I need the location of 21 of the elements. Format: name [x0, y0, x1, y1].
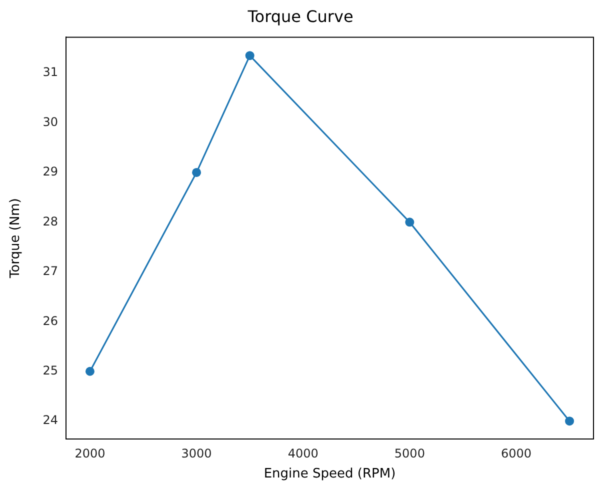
y-tick-label: 27 — [42, 264, 58, 278]
point — [245, 51, 254, 60]
y-tick-label: 24 — [42, 413, 58, 428]
point — [405, 218, 414, 227]
x-tick-label: 5000 — [394, 446, 425, 460]
y-tick-label: 25 — [42, 363, 58, 378]
point — [192, 168, 202, 177]
chart-title: Torque Curve — [246, 6, 354, 26]
y-tick-label: 29 — [42, 164, 58, 179]
y-axis-title: Torque (Nm) — [8, 198, 24, 280]
y-tick-label: 28 — [42, 214, 58, 228]
y-tick-label: 31 — [42, 65, 58, 80]
x-tick-label: 6000 — [500, 446, 532, 460]
x-tick-label: 3000 — [181, 446, 212, 460]
point — [85, 366, 94, 376]
y-tick-label: 30 — [42, 114, 58, 129]
x-tick-label: 2000 — [74, 446, 106, 460]
x-axis-title: Engine Speed (RPM) — [264, 466, 396, 482]
y-tick-label: 26 — [42, 314, 58, 328]
x-tick-label: 4000 — [288, 446, 318, 460]
point — [565, 416, 574, 426]
